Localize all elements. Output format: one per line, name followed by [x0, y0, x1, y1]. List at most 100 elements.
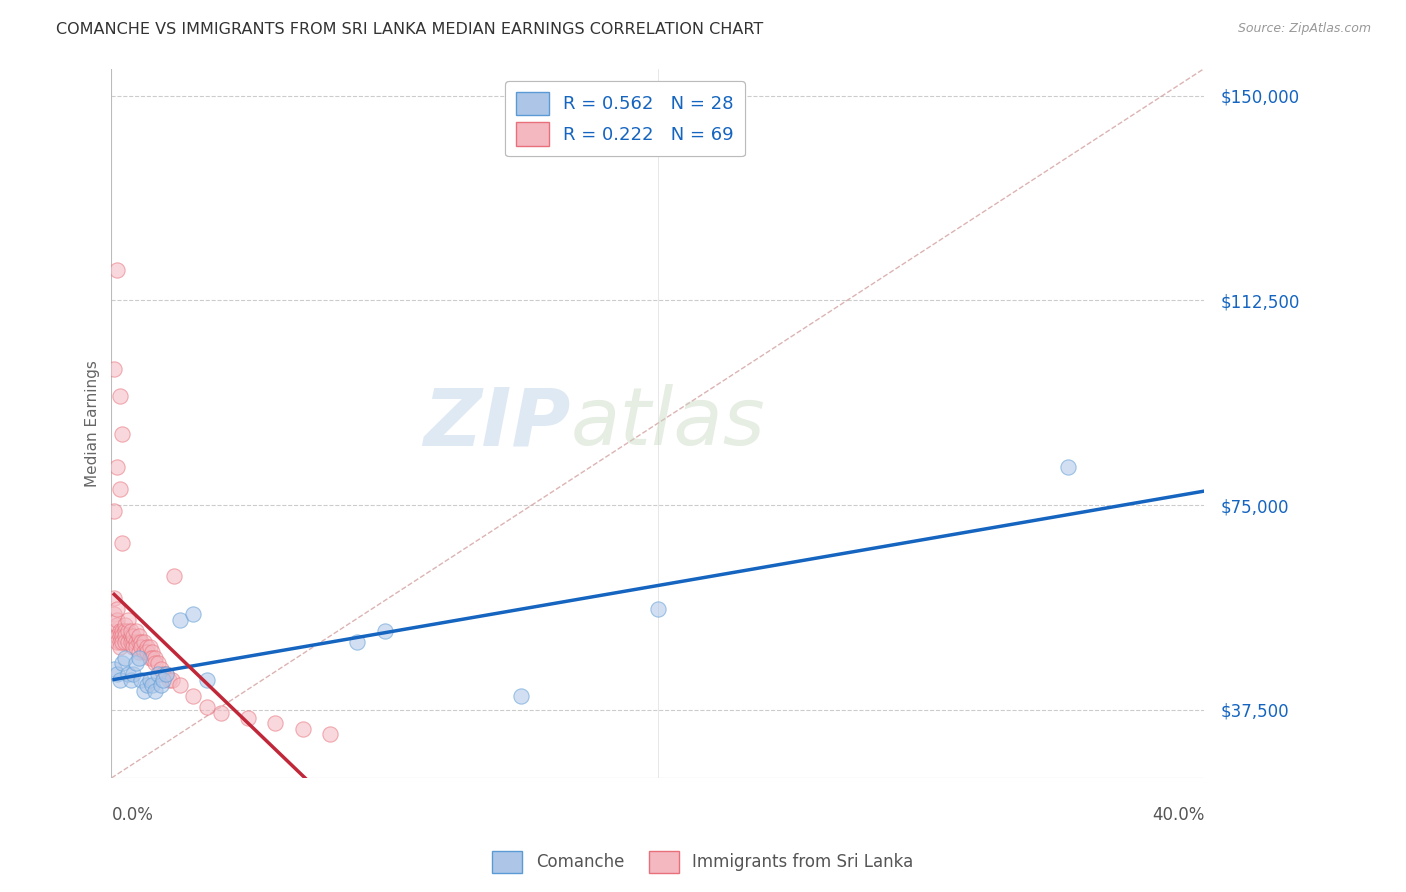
Point [108, 673, 131, 687]
Point [195, 700, 218, 714]
Point [103, 662, 125, 676]
Point [136, 678, 159, 692]
Point [111, 629, 134, 643]
Point [103, 591, 125, 605]
Point [111, 634, 134, 648]
Point [131, 673, 153, 687]
Point [120, 629, 142, 643]
Point [122, 640, 145, 654]
Y-axis label: Median Earnings: Median Earnings [86, 359, 100, 487]
Point [195, 673, 218, 687]
Legend: R = 0.562   N = 28, R = 0.222   N = 69: R = 0.562 N = 28, R = 0.222 N = 69 [505, 81, 745, 156]
Text: 40.0%: 40.0% [1152, 806, 1205, 824]
Point [510, 689, 533, 703]
Point [111, 624, 134, 638]
Point [122, 667, 145, 681]
Point [136, 645, 159, 659]
Point [169, 613, 191, 627]
Point [141, 678, 163, 692]
Point [125, 624, 148, 638]
Point [114, 629, 136, 643]
Point [264, 716, 287, 731]
Point [125, 640, 148, 654]
Point [108, 482, 131, 496]
Text: COMANCHE VS IMMIGRANTS FROM SRI LANKA MEDIAN EARNINGS CORRELATION CHART: COMANCHE VS IMMIGRANTS FROM SRI LANKA ME… [56, 22, 763, 37]
Point [134, 645, 156, 659]
Point [134, 634, 156, 648]
Point [103, 503, 125, 517]
Legend: Comanche, Immigrants from Sri Lanka: Comanche, Immigrants from Sri Lanka [485, 845, 921, 880]
Point [111, 657, 134, 671]
Text: ZIP: ZIP [423, 384, 571, 462]
Point [105, 629, 128, 643]
Point [117, 634, 139, 648]
Point [128, 634, 150, 648]
Point [108, 389, 131, 403]
Point [141, 651, 163, 665]
Point [291, 722, 314, 736]
Point [105, 667, 128, 681]
Point [120, 673, 142, 687]
Point [114, 624, 136, 638]
Point [108, 634, 131, 648]
Point [105, 634, 128, 648]
Point [108, 624, 131, 638]
Point [125, 657, 148, 671]
Point [374, 624, 396, 638]
Point [157, 673, 180, 687]
Point [131, 634, 153, 648]
Point [141, 645, 163, 659]
Point [209, 706, 232, 720]
Point [131, 640, 153, 654]
Text: Source: ZipAtlas.com: Source: ZipAtlas.com [1237, 22, 1371, 36]
Point [117, 667, 139, 681]
Point [319, 727, 342, 741]
Point [128, 629, 150, 643]
Point [143, 651, 166, 665]
Point [105, 459, 128, 474]
Point [134, 683, 156, 698]
Point [114, 618, 136, 632]
Text: atlas: atlas [571, 384, 765, 462]
Point [146, 667, 169, 681]
Point [111, 427, 134, 442]
Point [149, 662, 172, 676]
Point [105, 618, 128, 632]
Point [138, 673, 160, 687]
Point [138, 640, 160, 654]
Text: 0.0%: 0.0% [111, 806, 153, 824]
Point [125, 634, 148, 648]
Point [146, 657, 169, 671]
Point [155, 667, 177, 681]
Point [236, 711, 259, 725]
Point [128, 645, 150, 659]
Point [346, 634, 368, 648]
Point [103, 624, 125, 638]
Point [1056, 459, 1078, 474]
Point [143, 683, 166, 698]
Point [105, 613, 128, 627]
Point [120, 624, 142, 638]
Point [108, 640, 131, 654]
Point [117, 624, 139, 638]
Point [183, 689, 205, 703]
Point [108, 629, 131, 643]
Point [117, 613, 139, 627]
Point [128, 651, 150, 665]
Point [111, 536, 134, 550]
Point [138, 651, 160, 665]
Point [160, 673, 183, 687]
Point [103, 607, 125, 622]
Point [152, 673, 174, 687]
Point [114, 634, 136, 648]
Point [183, 607, 205, 622]
Point [155, 667, 177, 681]
Point [136, 640, 159, 654]
Point [105, 263, 128, 277]
Point [114, 651, 136, 665]
Point [169, 678, 191, 692]
Point [122, 634, 145, 648]
Point [103, 361, 125, 376]
Point [120, 634, 142, 648]
Point [105, 602, 128, 616]
